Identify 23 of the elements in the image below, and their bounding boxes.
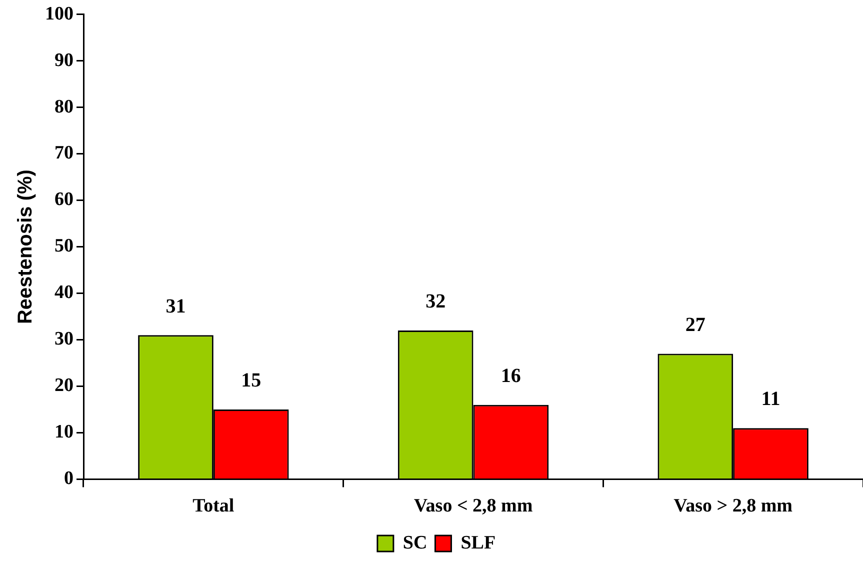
y-tick-label: 50	[54, 236, 74, 257]
y-tick-label: 60	[54, 189, 74, 210]
x-tick-label: Total	[192, 496, 234, 517]
y-tick-label: 20	[54, 375, 74, 396]
y-tick-label: 80	[54, 96, 74, 118]
data-label: 11	[761, 388, 780, 410]
legend-label: SC	[402, 532, 428, 554]
y-tick-label: 90	[54, 50, 74, 71]
x-tick-label: Vaso > 2,8 mm	[674, 496, 793, 517]
data-label: 16	[500, 365, 521, 388]
y-tick-label: 10	[54, 422, 74, 443]
legend-label: SLF	[460, 532, 496, 554]
y-tick-label: 40	[54, 282, 74, 304]
data-label: 15	[241, 370, 262, 392]
y-axis-title: Reestenosis (%)	[14, 170, 37, 324]
data-label: 32	[426, 290, 446, 313]
data-label: 31	[166, 295, 186, 318]
y-tick-label: 70	[54, 142, 74, 164]
y-tick-label: 30	[54, 328, 74, 350]
y-tick-label: 100	[45, 3, 74, 24]
y-tick-label: 0	[64, 468, 74, 490]
x-tick-label: Vaso < 2,8 mm	[414, 496, 533, 517]
data-label: 27	[685, 314, 706, 336]
